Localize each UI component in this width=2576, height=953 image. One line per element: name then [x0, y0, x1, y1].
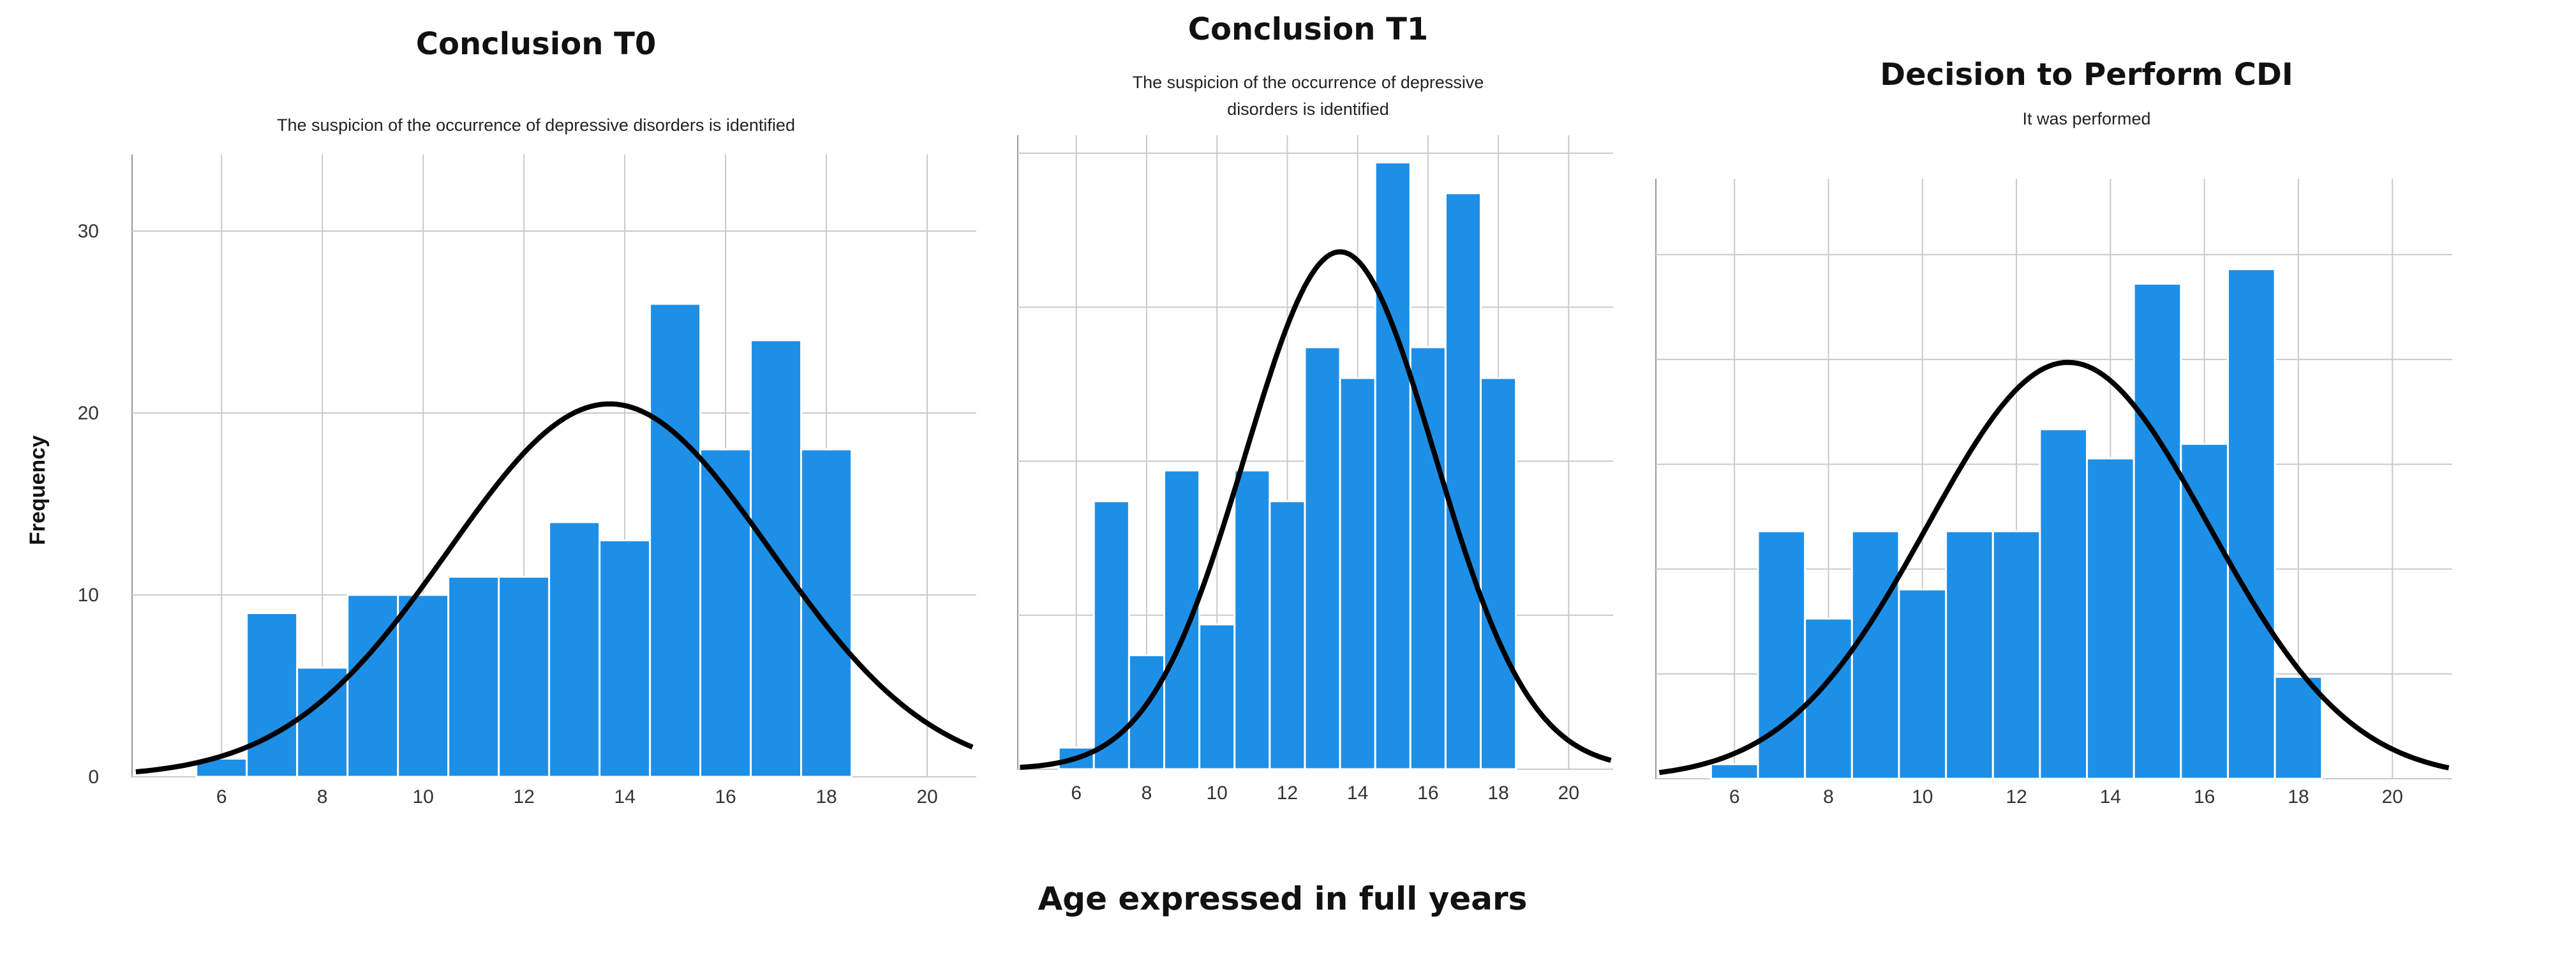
panel-subtitle-line-1: The suspicion of the occurrence of depre… [1133, 73, 1484, 92]
histogram-bar-age-12 [1992, 530, 2041, 780]
histogram-bar-age-18 [1480, 377, 1517, 770]
panel-conclusion-t1: Conclusion T1 The suspicion of the occur… [1016, 11, 1613, 804]
x-tick-label: 10 [1206, 783, 1227, 804]
x-tick-label: 6 [1071, 783, 1082, 804]
panel-title: Conclusion T0 [416, 26, 656, 62]
histogram-bar-age-16 [699, 448, 752, 778]
x-tick-label: 12 [513, 786, 534, 807]
histogram-bar-age-18 [2274, 675, 2323, 780]
histogram-bar-age-17 [1444, 192, 1482, 770]
x-tick-label: 8 [1142, 783, 1152, 804]
x-tick-label: 12 [1277, 783, 1298, 804]
y-tick-label: 0 [88, 767, 99, 788]
histogram-bar-age-14 [1339, 377, 1376, 770]
x-tick-label: 14 [2100, 786, 2121, 807]
x-tick-label: 8 [1823, 786, 1834, 807]
histogram-bar-age-15 [649, 303, 702, 778]
x-tick-label: 16 [715, 786, 736, 807]
panel-subtitle: It was performed [2022, 109, 2150, 128]
x-tick-label: 20 [916, 786, 937, 807]
histogram-bar-age-13 [2039, 428, 2088, 780]
histogram-bar-age-16 [2180, 442, 2229, 780]
x-tick-label: 20 [2382, 786, 2403, 807]
x-tick-label: 18 [815, 786, 837, 807]
histogram-bar-age-9 [1850, 530, 1900, 780]
plot-area: 6 8 10 12 14 16 18 20 [1655, 179, 2452, 807]
y-tick-label: 10 [78, 585, 99, 606]
histogram-bar-age-9 [1163, 469, 1201, 770]
x-tick-label: 14 [1347, 783, 1368, 804]
panel-subtitle-line-2: disorders is identified [1227, 100, 1389, 119]
x-tick-label: 10 [412, 786, 433, 807]
y-tick-label: 20 [78, 403, 99, 424]
histogram-bar-age-14 [599, 539, 651, 778]
histogram-bar-age-7 [246, 612, 299, 778]
x-tick-label: 16 [1417, 783, 1438, 804]
histogram-bar-age-7 [1757, 530, 1806, 780]
x-tick-label: 14 [614, 786, 635, 807]
histogram-bar-age-12 [498, 576, 551, 778]
normal-curve [1020, 249, 1612, 770]
y-tick-label: 30 [78, 221, 99, 242]
x-tick-label: 18 [1487, 783, 1508, 804]
histogram-bar-age-13 [548, 521, 601, 778]
x-tick-label: 6 [216, 786, 227, 807]
x-tick-label: 8 [317, 786, 328, 807]
x-tick-label: 6 [1729, 786, 1740, 807]
histogram-bar-age-15 [2133, 282, 2182, 780]
x-tick-label: 18 [2288, 786, 2309, 807]
plot-area: 6 8 10 12 14 16 18 20 [1016, 135, 1613, 804]
histogram-bar-age-10 [1198, 623, 1236, 770]
histogram-bar-age-10 [1898, 588, 1947, 780]
plot-area: 6 8 10 12 14 16 18 20 0 10 20 30 [78, 154, 976, 807]
histogram-bar-age-11 [1233, 469, 1271, 770]
histogram-bar-age-11 [1945, 530, 1994, 780]
normal-curve [1658, 359, 2450, 776]
histogram-bar-age-14 [2086, 457, 2135, 780]
panel-title: Conclusion T1 [1188, 11, 1428, 47]
histogram-bar-age-17 [2226, 268, 2276, 780]
panel-title: Decision to Perform CDI [1880, 57, 2293, 93]
x-tick-label: 10 [1912, 786, 1933, 807]
histogram-bar-age-15 [1374, 161, 1411, 770]
histogram-bar-age-6 [1709, 763, 1759, 780]
panel-conclusion-t0: Conclusion T0 The suspicion of the occur… [78, 26, 976, 807]
x-tick-label: 20 [1558, 783, 1579, 804]
histogram-bar-age-12 [1269, 500, 1306, 770]
x-axis-title: Age expressed in full years [1038, 880, 1528, 917]
panel-decision-cdi: Decision to Perform CDI It was performed… [1655, 57, 2452, 807]
histogram-bar-age-18 [800, 448, 853, 778]
panel-subtitle: The suspicion of the occurrence of depre… [277, 116, 795, 135]
histogram-bar-age-10 [397, 594, 450, 778]
x-tick-label: 12 [2006, 786, 2027, 807]
histogram-bar-age-13 [1304, 346, 1341, 770]
histogram-bar-age-11 [447, 576, 500, 778]
histogram-bar-age-8 [1128, 654, 1165, 770]
histogram-bar-age-16 [1409, 346, 1447, 770]
y-axis-title: Frequency [26, 435, 50, 545]
normal-curve [135, 401, 974, 775]
x-tick-label: 16 [2194, 786, 2215, 807]
histogram-bar-age-7 [1092, 500, 1130, 770]
histogram-bar-age-9 [346, 594, 399, 778]
